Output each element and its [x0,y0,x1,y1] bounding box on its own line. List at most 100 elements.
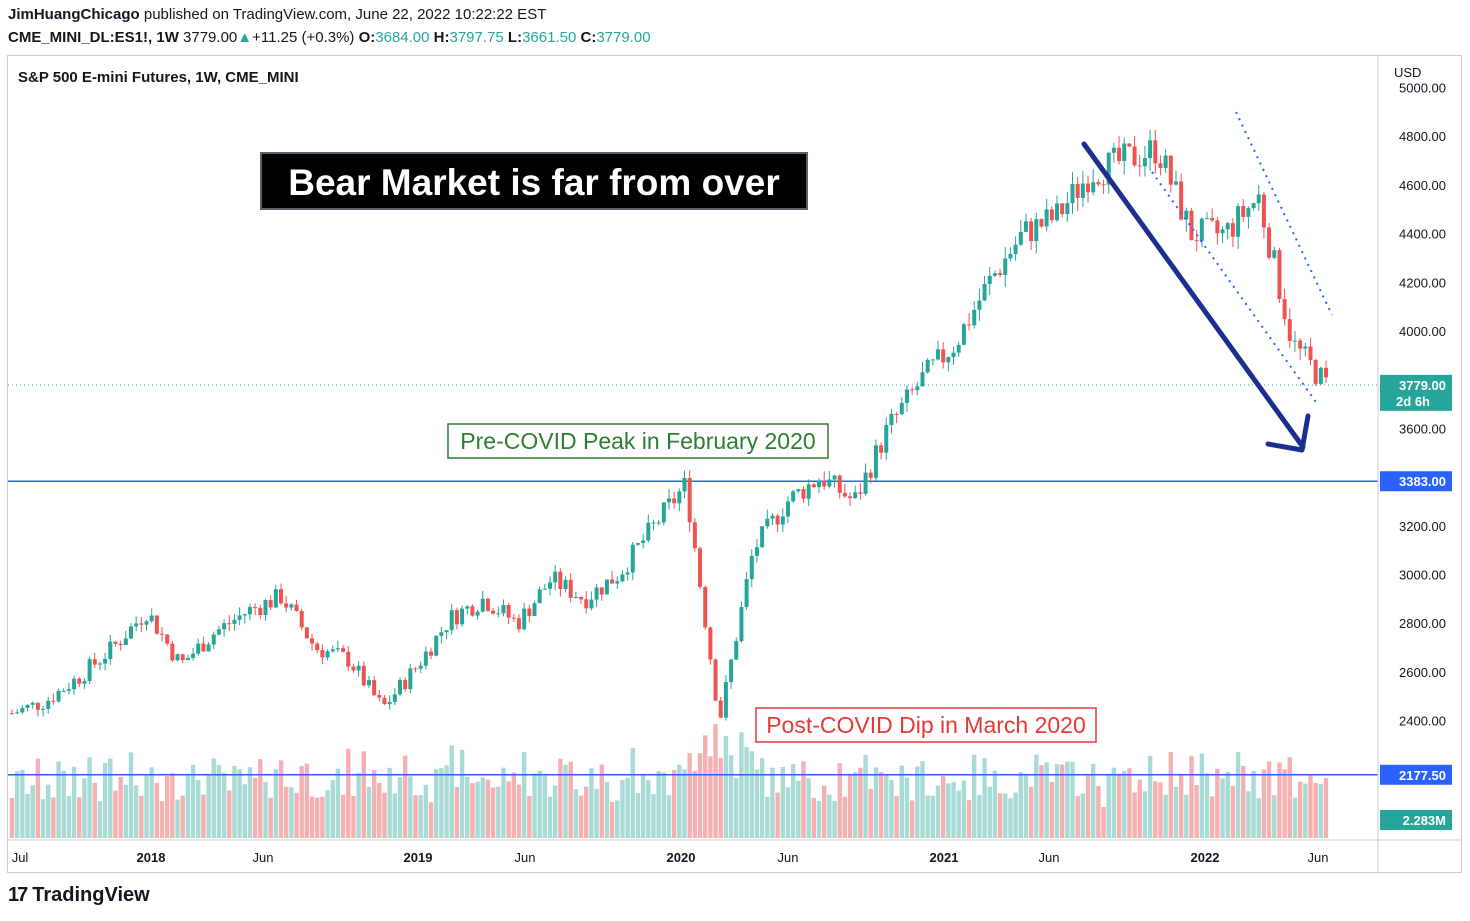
candle-body [661,502,666,523]
volume-bar [1091,763,1096,838]
author-name[interactable]: JimHuangChicago [8,6,140,23]
volume-bar [1075,796,1080,838]
candle-body [10,713,14,715]
volume-bar [615,800,620,838]
volume-bar [20,769,25,838]
volume-bar [1023,774,1029,838]
candle-body [573,597,578,599]
candle-body [920,372,925,387]
volume-bar [1137,779,1142,838]
volume-bar [925,795,930,838]
candle-body [341,648,346,652]
volume-bar [351,796,356,838]
volume-bar [563,764,568,838]
volume-bar [1287,757,1292,838]
candle-body [579,597,584,600]
candle-body [817,480,822,488]
candle-body [827,479,832,487]
last-price: 3779.00 [183,29,238,46]
candle-body [372,680,377,696]
candle-body [123,638,128,646]
candle-body [563,579,568,590]
candle-body [351,666,356,671]
footer-brand[interactable]: 17 TradingView [8,884,150,907]
low-label: L: [507,29,523,46]
trend-arrow-shaft[interactable] [1081,141,1306,450]
volume-bar [1116,773,1122,838]
price-tick-label: 3000.00 [1399,568,1446,583]
volume-bar [387,767,392,838]
volume-bar [1173,786,1179,838]
time-tick-label: Jul [12,850,29,865]
candle-body [584,599,589,609]
volume-bar [206,774,211,838]
volume-bar [144,775,149,838]
volume-bars [9,724,1329,838]
headline-box[interactable] [260,152,808,210]
candle-body [501,605,506,614]
volume-bar [1303,783,1308,838]
volume-bar [739,732,744,838]
candle-body [1251,203,1256,209]
volume-bar [744,746,749,838]
candle-body [1148,140,1153,159]
volume-bar [108,758,113,838]
volume-bar [646,780,651,838]
candle-body [87,659,92,681]
candle-body [1220,229,1225,234]
candle-body [692,522,697,549]
volume-bar [578,795,584,838]
volume-bar [154,782,160,838]
candle-body [1241,206,1246,217]
candle-body [718,700,723,718]
volume-bar [118,776,123,838]
time-axis[interactable]: Jul 2018 Jun 2019 Jun 2020 Jun 2021 Jun 2022 Jun [12,850,1329,865]
chart-frame[interactable] [7,55,1462,873]
candle-body [1230,223,1235,237]
volume-bar [185,774,191,838]
volume-bar [459,749,465,838]
volume-bar [180,795,185,838]
price-tick-label: 5000.00 [1399,81,1446,96]
candle-body [889,413,894,426]
volume-bar [408,776,413,838]
dip-annotation-box[interactable] [755,707,1097,743]
volume-bar [1101,806,1106,838]
candle-body [589,599,594,609]
time-tick-label: 2019 [404,850,433,865]
candle-body [1137,165,1142,167]
candle-body [1080,183,1085,198]
volume-bar [465,776,470,838]
volume-bar [666,795,672,838]
candle-body [1267,227,1272,258]
volume-bar [951,782,956,838]
candle-body [879,445,884,453]
price-label-text: 3779.00 [1399,378,1446,393]
volume-bar [371,770,377,838]
volume-bar [946,783,951,838]
time-tick-label: Jun [778,850,799,865]
channel-upper-line[interactable] [1235,111,1333,316]
volume-bar [1111,767,1117,838]
change-value: +11.25 (+0.3%) [252,29,355,46]
peak-annotation-box[interactable] [447,423,829,459]
candle-body [1215,220,1220,234]
volume-bar [92,782,97,838]
candle-body [1039,219,1044,227]
tradingview-logo-icon: 17 [8,884,28,906]
volume-bar [480,777,485,838]
candle-body [165,634,170,644]
volume-bar [40,799,46,838]
volume-bar [335,768,341,838]
channel-lower-line[interactable] [1151,171,1319,406]
publish-line: JimHuangChicago published on TradingView… [8,6,546,23]
symbol-label: CME_MINI_DL:ES1!, 1W [8,29,179,46]
volume-bar [454,787,460,838]
horizontal-lines[interactable] [8,480,1378,776]
candle-body [791,491,796,502]
candle-body [667,498,671,503]
price-axis[interactable]: 5000.00 4800.00 4600.00 4400.00 4200.00 4000.… [1399,81,1446,778]
volume-bar [930,795,936,838]
candle-body [1008,254,1013,259]
